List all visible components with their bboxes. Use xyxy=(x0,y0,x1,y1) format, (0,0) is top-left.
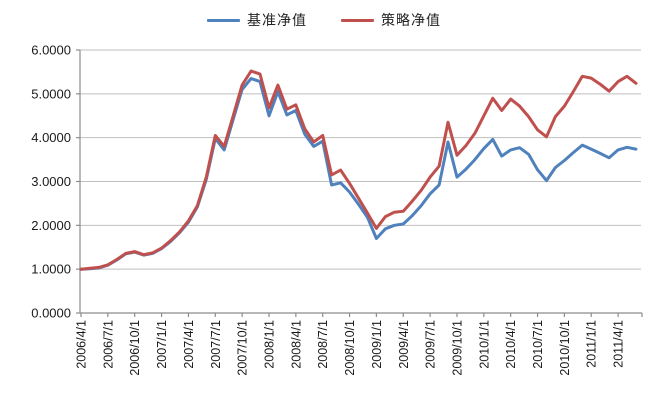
x-tick-label: 2010/4/1 xyxy=(504,320,518,369)
y-tick-label: 4.0000 xyxy=(31,130,71,145)
legend-item-benchmark: 基准净值 xyxy=(207,10,307,30)
x-tick-label: 2007/4/1 xyxy=(182,320,196,369)
x-tick-label: 2009/1/1 xyxy=(370,320,384,369)
x-tick-label: 2009/4/1 xyxy=(397,320,411,369)
x-tick-label: 2007/1/1 xyxy=(155,320,169,369)
x-tick-label: 2010/10/1 xyxy=(558,320,572,376)
x-tick-label: 2011/1/1 xyxy=(585,320,599,368)
x-tick-label: 2008/7/1 xyxy=(316,320,330,369)
x-tick-label: 2008/10/1 xyxy=(343,320,357,376)
x-tick-label: 2006/7/1 xyxy=(101,320,115,369)
x-tick-label: 2008/4/1 xyxy=(289,320,303,369)
chart-legend: 基准净值 策略净值 xyxy=(0,10,648,30)
series-line-strategy xyxy=(79,69,638,271)
y-tick-label: 2.0000 xyxy=(31,218,71,233)
y-tick-label: 3.0000 xyxy=(31,174,71,189)
x-tick-label: 2010/7/1 xyxy=(531,320,545,369)
y-tick-label: 6.0000 xyxy=(31,43,71,58)
strategy-line-swatch xyxy=(341,18,374,22)
legend-label-strategy: 策略净值 xyxy=(381,12,441,28)
series-line-benchmark xyxy=(79,77,638,271)
x-tick-label: 2006/4/1 xyxy=(75,320,89,369)
benchmark-line-swatch xyxy=(207,18,240,22)
y-tick-label: 5.0000 xyxy=(31,86,71,101)
x-tick-label: 2011/4/1 xyxy=(612,320,626,368)
x-tick-label: 2007/7/1 xyxy=(209,320,223,369)
x-tick-label: 2009/10/1 xyxy=(450,320,464,376)
x-tick-label: 2009/7/1 xyxy=(424,320,438,369)
y-tick-label: 0.0000 xyxy=(31,306,71,321)
y-tick-label: 1.0000 xyxy=(31,262,71,277)
legend-item-strategy: 策略净值 xyxy=(341,10,441,30)
legend-label-benchmark: 基准净值 xyxy=(247,12,307,28)
x-tick-label: 2008/1/1 xyxy=(262,320,276,369)
x-tick-label: 2006/10/1 xyxy=(128,320,142,376)
x-tick-label: 2010/1/1 xyxy=(477,320,491,369)
x-tick-label: 2007/10/1 xyxy=(236,320,250,376)
